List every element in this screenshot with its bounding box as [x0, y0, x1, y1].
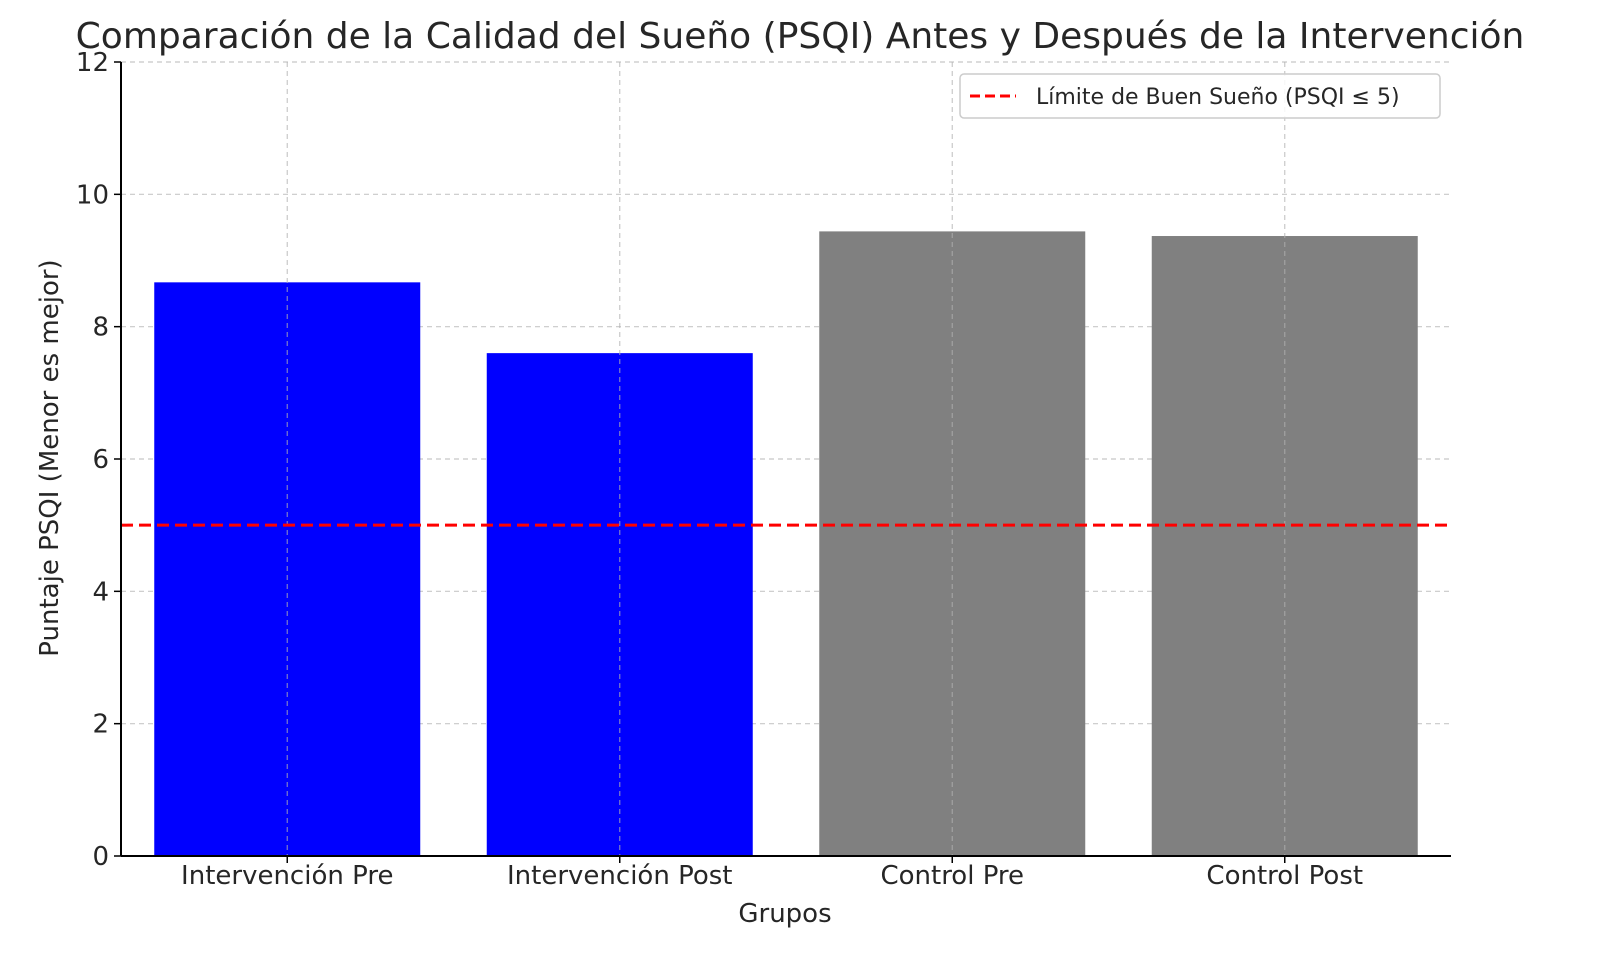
x-tick-label: Intervención Post: [507, 861, 732, 891]
chart-title: Comparación de la Calidad del Sueño (PSQ…: [76, 16, 1525, 57]
x-tick-label: Control Post: [1206, 861, 1363, 891]
y-tick-label: 4: [92, 577, 109, 607]
legend: Límite de Buen Sueño (PSQI ≤ 5): [959, 73, 1441, 119]
y-axis-label: Puntaje PSQI (Menor es mejor): [35, 259, 65, 656]
tick-labels: 0 2 4 6 8 10 12 Intervención Pre Intervención Po…: [76, 48, 1363, 891]
x-tick-label: Intervención Pre: [181, 861, 393, 891]
legend-box: [959, 73, 1441, 119]
y-tick-label: 12: [76, 48, 109, 78]
x-axis-label: Grupos: [738, 899, 831, 929]
bar-control-post: [1151, 236, 1418, 857]
y-tick-label: 0: [92, 842, 109, 872]
y-tick-label: 10: [76, 180, 109, 210]
y-tick-label: 8: [92, 313, 109, 343]
bars: [154, 231, 1418, 857]
y-tick-label: 6: [92, 445, 109, 475]
vertical-grid-lines: [286, 62, 1286, 856]
y-tick-label: 2: [92, 710, 109, 740]
x-tick-label: Control Pre: [880, 861, 1024, 891]
legend-label: Límite de Buen Sueño (PSQI ≤ 5): [1036, 85, 1400, 110]
